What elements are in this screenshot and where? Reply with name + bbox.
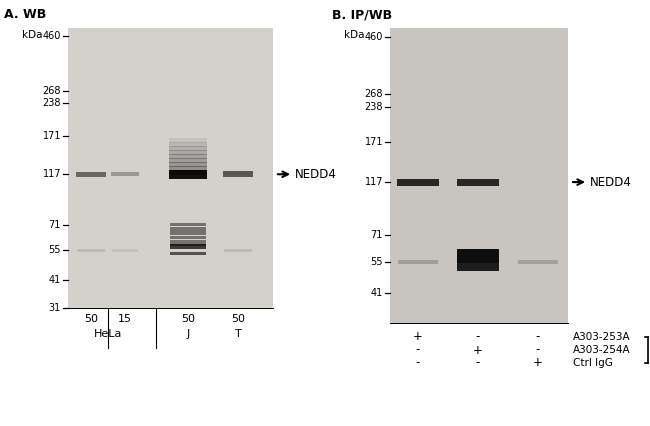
Text: 268: 268 [42, 86, 61, 96]
Text: 15: 15 [118, 314, 132, 324]
Text: T: T [235, 329, 241, 339]
Bar [398, 260, 438, 264]
Text: HeLa: HeLa [94, 329, 122, 339]
Bar [169, 166, 207, 171]
Bar [518, 260, 558, 264]
Text: 460: 460 [365, 32, 383, 42]
Text: NEDD4: NEDD4 [590, 176, 632, 189]
Text: J: J [187, 329, 190, 339]
Text: 171: 171 [365, 137, 383, 147]
Text: 50: 50 [231, 314, 245, 324]
Text: +: + [473, 343, 483, 357]
Text: 55: 55 [370, 257, 383, 267]
Bar [169, 146, 207, 151]
Text: +: + [413, 331, 423, 343]
Text: kDa: kDa [22, 30, 42, 40]
Bar [223, 171, 253, 177]
Bar [169, 154, 207, 159]
Bar [170, 239, 206, 243]
Text: -: - [536, 343, 540, 357]
Bar [169, 170, 207, 175]
Text: 55: 55 [49, 245, 61, 255]
Text: Ctrl IgG: Ctrl IgG [573, 358, 613, 368]
Text: A303-254A: A303-254A [573, 345, 630, 355]
Text: -: - [476, 331, 480, 343]
Text: kDa: kDa [344, 30, 365, 40]
Bar [457, 263, 499, 271]
Bar [457, 249, 499, 263]
Text: 71: 71 [49, 219, 61, 230]
Bar [169, 162, 207, 167]
Bar [390, 28, 568, 323]
Bar [457, 178, 499, 186]
Text: 50: 50 [181, 314, 195, 324]
Text: A303-253A: A303-253A [573, 332, 630, 342]
Bar [169, 141, 207, 147]
Bar [170, 236, 206, 239]
Bar [170, 244, 206, 248]
Bar [170, 231, 206, 235]
Text: 41: 41 [370, 288, 383, 298]
Text: 71: 71 [370, 230, 383, 240]
Text: A. WB: A. WB [4, 8, 46, 21]
Text: 50: 50 [84, 314, 98, 324]
Bar [170, 251, 206, 255]
Bar [397, 178, 439, 186]
Text: 41: 41 [49, 275, 61, 285]
Bar [170, 243, 206, 246]
Bar [169, 170, 207, 179]
Text: -: - [476, 357, 480, 369]
Bar [77, 249, 105, 252]
Text: 460: 460 [43, 32, 61, 41]
Text: B. IP/WB: B. IP/WB [332, 8, 392, 21]
Bar [170, 223, 206, 226]
Text: 117: 117 [365, 177, 383, 187]
Text: 268: 268 [365, 89, 383, 99]
Text: 31: 31 [49, 303, 61, 313]
Text: +: + [533, 357, 543, 369]
Text: -: - [416, 343, 420, 357]
Bar [112, 249, 138, 251]
Bar [169, 158, 207, 163]
Text: 238: 238 [42, 98, 61, 108]
Bar [111, 172, 139, 176]
Bar [169, 150, 207, 155]
Bar [76, 172, 106, 177]
Bar [169, 138, 207, 143]
Text: 171: 171 [42, 131, 61, 141]
Bar [169, 133, 207, 138]
Bar [224, 249, 252, 252]
Text: -: - [416, 357, 420, 369]
Text: NEDD4: NEDD4 [295, 168, 337, 181]
Text: 238: 238 [365, 102, 383, 112]
Text: -: - [536, 331, 540, 343]
Text: 117: 117 [42, 169, 61, 179]
Bar [170, 227, 206, 231]
Bar [68, 28, 273, 308]
